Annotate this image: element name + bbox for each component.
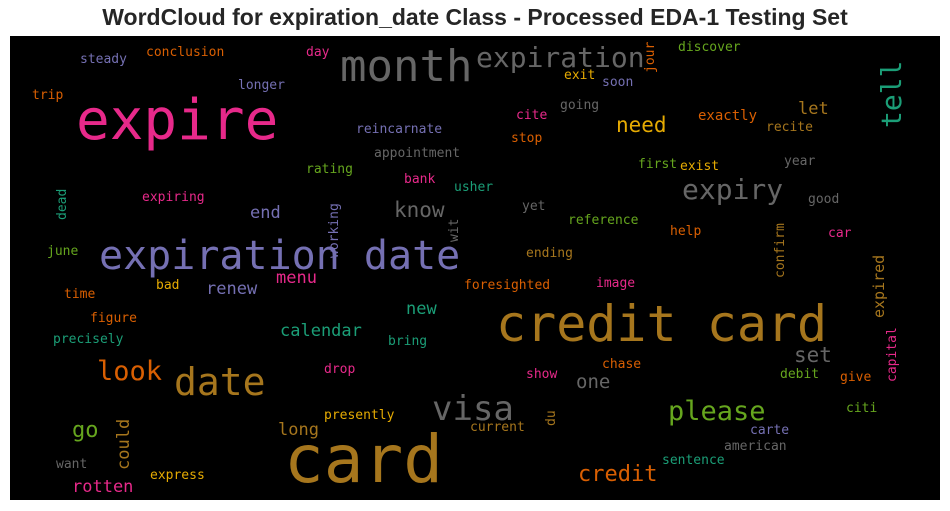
word-help: help — [670, 224, 702, 239]
word-end: end — [250, 203, 281, 223]
word-current: current — [470, 420, 525, 435]
word-expiration-date: expiration date — [99, 233, 461, 279]
word-expiring: expiring — [142, 190, 205, 205]
word-drop: drop — [324, 362, 356, 377]
word-bank: bank — [404, 172, 436, 187]
word-year: year — [784, 154, 816, 169]
word-card: card — [284, 421, 443, 498]
word-foresighted: foresighted — [464, 278, 551, 293]
word-credit: credit — [578, 462, 658, 487]
word-date: date — [174, 360, 266, 404]
word-please: please — [668, 396, 766, 427]
word-tell: tell — [875, 60, 908, 128]
word-presently: presently — [324, 408, 395, 423]
word-citi: citi — [846, 401, 878, 416]
word-express: express — [150, 468, 205, 483]
word-visa: visa — [432, 389, 514, 429]
word-cloud: expire month expiration tell need let ex… — [10, 36, 940, 500]
word-good: good — [808, 192, 840, 207]
word-could: could — [114, 418, 134, 470]
word-one: one — [576, 371, 611, 393]
word-chase: chase — [602, 357, 642, 372]
word-expiration: expiration — [476, 41, 645, 74]
word-exit: exit — [564, 68, 596, 83]
word-go: go — [72, 418, 99, 443]
word-dead: dead — [55, 188, 70, 220]
word-rating: rating — [306, 162, 353, 177]
word-du: du — [544, 410, 559, 426]
word-conclusion: conclusion — [146, 45, 225, 60]
word-confirm: confirm — [773, 223, 788, 278]
word-trip: trip — [32, 88, 64, 103]
word-menu: menu — [276, 268, 317, 288]
chart-title: WordCloud for expiration_date Class - Pr… — [102, 4, 848, 30]
word-wit: wit — [447, 218, 462, 242]
word-expired: expired — [870, 254, 888, 318]
word-reference: reference — [568, 213, 639, 228]
word-debit: debit — [780, 367, 820, 382]
word-exist: exist — [680, 159, 720, 174]
word-cite: cite — [516, 108, 548, 123]
word-month: month — [340, 41, 473, 92]
word-set: set — [794, 343, 832, 367]
word-discover: discover — [678, 40, 741, 55]
word-image: image — [596, 276, 636, 291]
word-time: time — [64, 287, 96, 302]
word-usher: usher — [454, 180, 494, 195]
word-figure: figure — [90, 311, 137, 326]
word-need: need — [616, 113, 667, 137]
word-ending: ending — [526, 246, 573, 261]
word-working: working — [327, 203, 342, 258]
word-recite: recite — [766, 120, 813, 135]
word-june: june — [47, 244, 79, 259]
word-exactly: exactly — [698, 108, 758, 124]
word-rotten: rotten — [72, 477, 134, 497]
word-jour: jour — [643, 41, 658, 73]
word-give: give — [840, 370, 872, 385]
word-calendar: calendar — [280, 321, 362, 341]
word-bring: bring — [388, 334, 428, 349]
word-going: going — [560, 98, 600, 113]
word-precisely: precisely — [53, 332, 124, 347]
word-show: show — [526, 367, 558, 382]
word-let: let — [798, 99, 829, 119]
word-stop: stop — [511, 131, 543, 146]
word-carte: carte — [750, 423, 790, 438]
word-bad: bad — [156, 278, 180, 293]
word-credit-card: credit card — [496, 295, 828, 353]
word-reincarnate: reincarnate — [356, 122, 443, 137]
word-long: long — [278, 420, 319, 440]
word-capital: capital — [885, 327, 900, 382]
word-first: first — [638, 157, 678, 172]
word-look: look — [97, 356, 163, 387]
word-yet: yet — [522, 199, 546, 214]
word-day: day — [306, 45, 330, 60]
word-expiry: expiry — [682, 173, 784, 206]
word-new: new — [406, 299, 437, 319]
word-american: american — [724, 439, 787, 454]
word-longer: longer — [238, 78, 285, 93]
word-soon: soon — [602, 75, 634, 90]
word-want: want — [56, 457, 88, 472]
word-expire: expire — [76, 88, 279, 153]
word-sentence: sentence — [662, 453, 725, 468]
word-car: car — [828, 226, 852, 241]
word-know: know — [394, 198, 445, 222]
word-appointment: appointment — [374, 146, 461, 161]
word-renew: renew — [206, 279, 258, 299]
word-steady: steady — [80, 52, 127, 67]
